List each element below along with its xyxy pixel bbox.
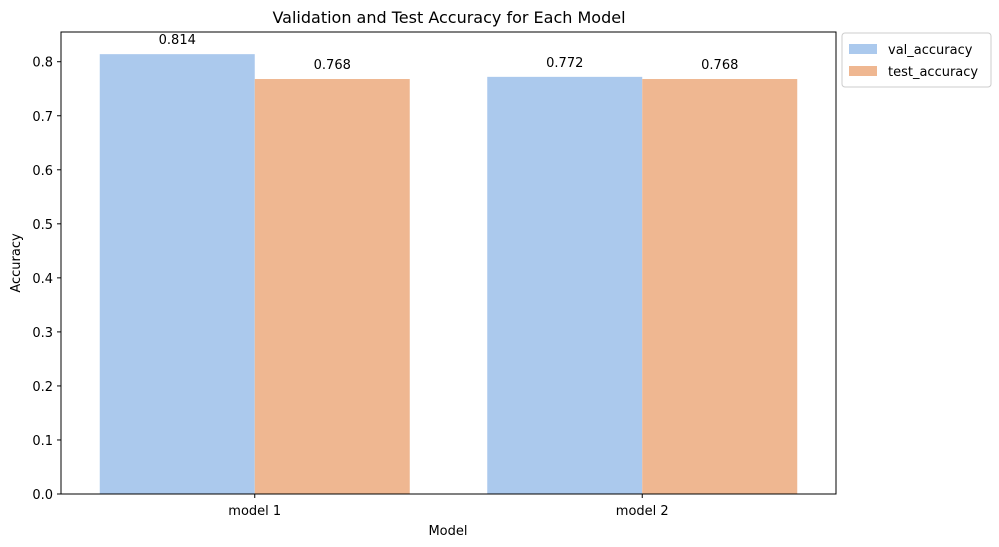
legend-swatch-val-accuracy xyxy=(849,44,877,54)
y-axis: 0.0 0.1 0.2 0.3 0.4 0.5 0.6 0.7 0.8 xyxy=(32,56,61,503)
bar-test-accuracy-1 xyxy=(254,79,410,494)
y-tick-label: 0.7 xyxy=(32,110,53,125)
bars-layer xyxy=(99,54,798,494)
bar-value-label: 0.814 xyxy=(159,33,196,48)
y-tick-label: 0.3 xyxy=(32,326,53,341)
y-tick-label: 0.8 xyxy=(32,56,53,71)
bar-val-accuracy-2 xyxy=(487,76,643,494)
x-axis: model 1 model 2 xyxy=(228,494,669,519)
bar-value-label: 0.768 xyxy=(701,58,738,73)
x-axis-label: Model xyxy=(428,524,467,539)
y-tick-label: 0.6 xyxy=(32,164,53,179)
legend-label-test-accuracy: test_accuracy xyxy=(888,65,978,80)
legend-swatch-test-accuracy xyxy=(849,66,877,76)
legend-items: val_accuracy test_accuracy xyxy=(849,43,978,80)
bar-test-accuracy-2 xyxy=(642,79,798,494)
bar-value-label: 0.768 xyxy=(314,58,351,73)
bar-labels-layer: 0.814 0.772 0.768 0.768 xyxy=(159,33,739,73)
bar-value-label: 0.772 xyxy=(546,56,583,71)
y-tick-label: 0.5 xyxy=(32,218,53,233)
legend-label-val-accuracy: val_accuracy xyxy=(888,43,973,58)
y-tick-label: 0.0 xyxy=(32,488,53,503)
y-axis-label: Accuracy xyxy=(9,233,24,293)
y-tick-label: 0.2 xyxy=(32,380,53,395)
bar-val-accuracy-1 xyxy=(99,54,255,494)
chart-title: Validation and Test Accuracy for Each Mo… xyxy=(272,8,625,27)
y-tick-label: 0.1 xyxy=(32,434,53,449)
legend: val_accuracy test_accuracy xyxy=(841,32,992,88)
legend-box xyxy=(841,32,992,88)
y-tick-label: 0.4 xyxy=(32,272,53,287)
x-tick-label: model 2 xyxy=(616,504,669,519)
plot-frame xyxy=(60,31,837,495)
x-tick-label: model 1 xyxy=(228,504,281,519)
